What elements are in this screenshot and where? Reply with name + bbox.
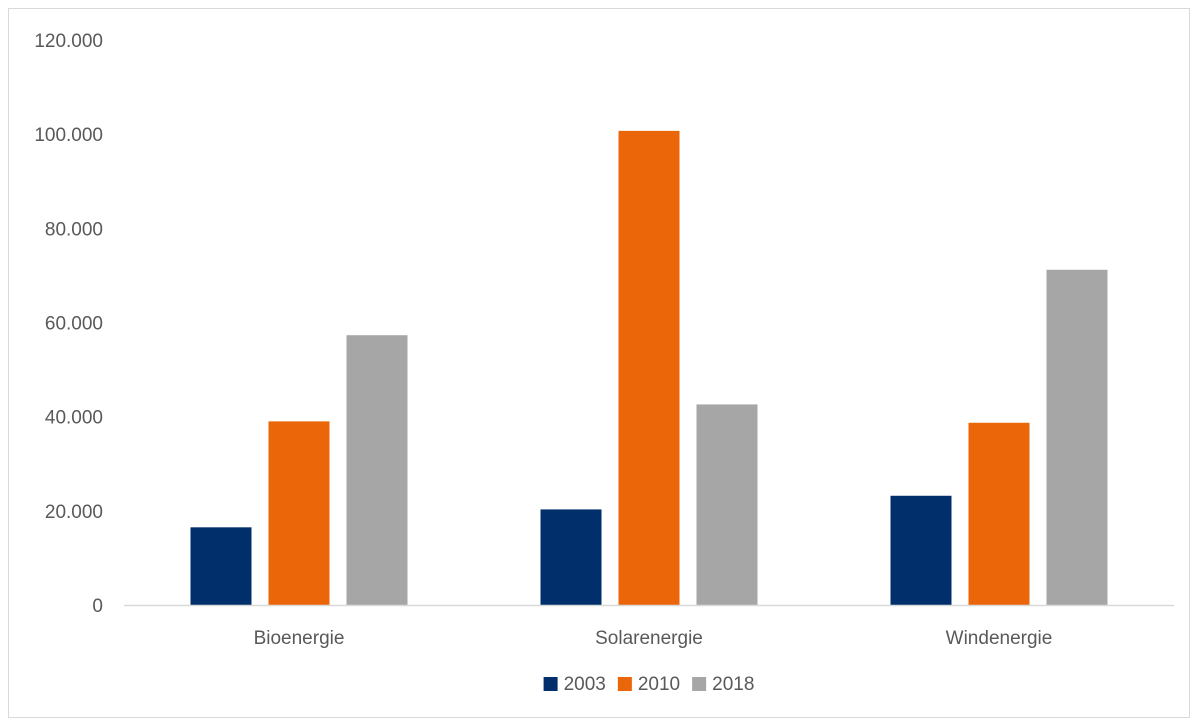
bar-2018-solarenergie — [696, 404, 758, 605]
y-tick-label: 120.000 — [34, 31, 103, 52]
y-tick-label: 0 — [92, 596, 103, 617]
bar-2003-solarenergie — [540, 509, 602, 605]
legend-swatch — [543, 677, 558, 691]
legend-item-2018: 2018 — [692, 674, 754, 695]
legend-label: 2018 — [712, 674, 754, 695]
legend-item-2003: 2003 — [543, 674, 606, 695]
bar-2003-windenergie — [890, 495, 952, 605]
x-category-label: Solarenergie — [595, 628, 703, 649]
bar-2010-bioenergie — [268, 421, 330, 605]
bar-2010-solarenergie — [618, 130, 680, 605]
x-axis-category-labels: Bioenergie Solarenergie Windenergie — [254, 628, 1053, 649]
y-tick-label: 100.000 — [34, 125, 103, 146]
y-tick-label: 60.000 — [45, 314, 103, 335]
legend-item-2010: 2010 — [617, 674, 680, 695]
y-tick-label: 40.000 — [45, 408, 103, 429]
bar-2018-windenergie — [1046, 269, 1108, 605]
x-category-label: Bioenergie — [254, 628, 345, 649]
x-category-label: Windenergie — [946, 628, 1053, 649]
bar-2018-bioenergie — [346, 335, 408, 605]
bars-group — [190, 130, 1108, 605]
y-axis-tick-labels: 0 20.000 40.000 60.000 80.000 100.000 120.000 — [34, 31, 103, 617]
bar-2010-windenergie — [968, 422, 1030, 605]
y-tick-label: 80.000 — [45, 219, 103, 240]
legend-swatch — [692, 677, 707, 691]
legend-label: 2003 — [564, 674, 606, 695]
legend-label: 2010 — [638, 674, 680, 695]
y-tick-label: 20.000 — [45, 502, 103, 523]
bar-2003-bioenergie — [190, 527, 252, 605]
legend: 2003 2010 2018 — [543, 674, 754, 695]
legend-swatch — [617, 677, 632, 691]
